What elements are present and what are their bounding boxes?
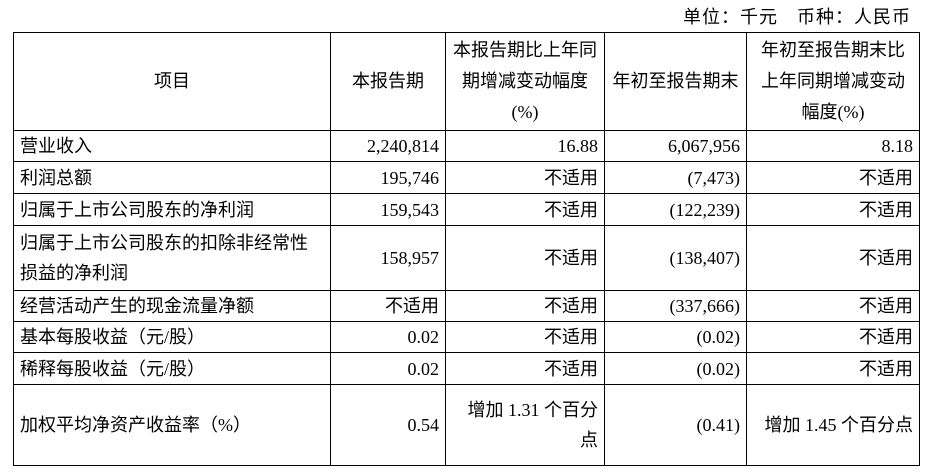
table-cell: 利润总额 bbox=[13, 161, 331, 194]
header-cell: 本报告期比上年同期增减变动幅度(%) bbox=[445, 32, 605, 131]
table-cell: 稀释每股收益（元/股） bbox=[13, 352, 331, 385]
table-row: 利润总额 195,746 不适用 (7,473) 不适用 bbox=[13, 161, 920, 194]
table-cell: 增加 1.45 个百分点 bbox=[746, 384, 920, 466]
table-cell: 不适用 bbox=[746, 161, 920, 194]
table-cell: 增加 1.31 个百分点 bbox=[445, 384, 605, 466]
table-cell: 195,746 bbox=[330, 161, 446, 194]
table-cell: 不适用 bbox=[746, 290, 920, 322]
table-cell: (0.41) bbox=[604, 384, 747, 466]
header-cell: 年初至报告期末 bbox=[604, 32, 747, 131]
table-cell: 0.02 bbox=[330, 352, 446, 385]
table-row: 经营活动产生的现金流量净额 不适用 不适用 (337,666) 不适用 bbox=[13, 290, 920, 322]
table-cell: 不适用 bbox=[746, 321, 920, 353]
header-cell: 本报告期 bbox=[330, 32, 446, 131]
table-cell: 基本每股收益（元/股） bbox=[13, 321, 331, 353]
table-cell: 不适用 bbox=[445, 161, 605, 194]
table-row: 归属于上市公司股东的净利润 159,543 不适用 (122,239) 不适用 bbox=[13, 193, 920, 226]
table-cell: 158,957 bbox=[330, 225, 446, 291]
table-row: 稀释每股收益（元/股） 0.02 不适用 (0.02) 不适用 bbox=[13, 352, 920, 385]
table-cell: 不适用 bbox=[445, 321, 605, 353]
data-table: 项目 本报告期 本报告期比上年同期增减变动幅度(%) 年初至报告期末 年初至报告期末比上… bbox=[13, 32, 920, 466]
table-cell: 不适用 bbox=[445, 290, 605, 322]
table-cell: 不适用 bbox=[746, 193, 920, 226]
header-cell: 年初至报告期末比上年同期增减变动幅度(%) bbox=[746, 32, 920, 131]
table-cell: 营业收入 bbox=[13, 130, 331, 162]
table-cell: 159,543 bbox=[330, 193, 446, 226]
table-cell: 2,240,814 bbox=[330, 130, 446, 162]
table-cell: 不适用 bbox=[445, 352, 605, 385]
header-row: 项目 本报告期 本报告期比上年同期增减变动幅度(%) 年初至报告期末 年初至报告期末比上… bbox=[13, 32, 920, 131]
table-cell: 0.02 bbox=[330, 321, 446, 353]
table-cell: 不适用 bbox=[746, 225, 920, 291]
table-cell: (122,239) bbox=[604, 193, 747, 226]
table-cell: 不适用 bbox=[746, 352, 920, 385]
table-row: 营业收入 2,240,814 16.88 6,067,956 8.18 bbox=[13, 130, 920, 162]
table-cell: 不适用 bbox=[445, 193, 605, 226]
table-cell: (337,666) bbox=[604, 290, 747, 322]
table-cell: (0.02) bbox=[604, 321, 747, 353]
table-cell: 经营活动产生的现金流量净额 bbox=[13, 290, 331, 322]
table-cell: 加权平均净资产收益率（%） bbox=[13, 384, 331, 466]
table-cell: 6,067,956 bbox=[604, 130, 747, 162]
table-cell: 归属于上市公司股东的扣除非经常性损益的净利润 bbox=[13, 225, 331, 291]
table-cell: 0.54 bbox=[330, 384, 446, 466]
table-cell: 8.18 bbox=[746, 130, 920, 162]
table-row: 基本每股收益（元/股） 0.02 不适用 (0.02) 不适用 bbox=[13, 321, 920, 353]
table-cell: (138,407) bbox=[604, 225, 747, 291]
table-cell: (0.02) bbox=[604, 352, 747, 385]
header-cell: 项目 bbox=[13, 32, 331, 131]
table-cell: 不适用 bbox=[445, 225, 605, 291]
table-row: 加权平均净资产收益率（%） 0.54 增加 1.31 个百分点 (0.41) 增加 1.… bbox=[13, 384, 920, 466]
table-cell: 16.88 bbox=[445, 130, 605, 162]
table-cell: 归属于上市公司股东的净利润 bbox=[13, 193, 331, 226]
unit-note: 单位：千元 币种：人民币 bbox=[683, 7, 911, 27]
table-cell: (7,473) bbox=[604, 161, 747, 194]
table-cell: 不适用 bbox=[330, 290, 446, 322]
table-row: 归属于上市公司股东的扣除非经常性损益的净利润 158,957 不适用 (138,407… bbox=[13, 225, 920, 291]
